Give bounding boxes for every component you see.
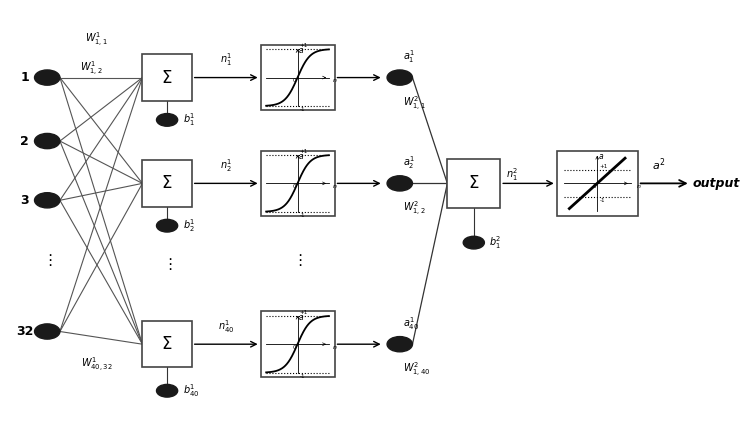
Text: -1: -1 — [300, 107, 305, 112]
Text: 2: 2 — [20, 135, 29, 147]
Text: $\vdots$: $\vdots$ — [292, 252, 303, 268]
Text: 3: 3 — [20, 194, 29, 207]
Text: $W^2_{1,2}$: $W^2_{1,2}$ — [403, 200, 426, 219]
Text: $b^1_{40}$: $b^1_{40}$ — [182, 383, 199, 399]
Text: +1: +1 — [600, 164, 608, 169]
FancyBboxPatch shape — [260, 311, 335, 377]
Text: 1: 1 — [20, 71, 29, 84]
Text: $a^2$: $a^2$ — [652, 156, 665, 173]
Text: -1: -1 — [300, 213, 305, 218]
Text: $\Sigma$: $\Sigma$ — [161, 335, 173, 353]
Text: a: a — [599, 152, 603, 161]
FancyBboxPatch shape — [447, 159, 500, 208]
Text: $b^2_1$: $b^2_1$ — [490, 234, 501, 251]
Circle shape — [156, 219, 178, 232]
Text: n: n — [333, 345, 337, 350]
Text: output: output — [693, 177, 740, 190]
FancyBboxPatch shape — [142, 54, 192, 101]
Circle shape — [156, 384, 178, 397]
FancyBboxPatch shape — [557, 150, 638, 216]
Text: a: a — [299, 152, 304, 161]
Circle shape — [387, 176, 412, 191]
Circle shape — [464, 236, 484, 249]
Text: 32: 32 — [16, 325, 33, 338]
FancyBboxPatch shape — [142, 321, 192, 368]
Text: 0: 0 — [592, 184, 596, 189]
Text: +1: +1 — [300, 149, 308, 154]
Text: n: n — [333, 78, 337, 83]
Text: +1: +1 — [300, 310, 308, 315]
Text: n: n — [333, 184, 337, 189]
Text: $n^2_1$: $n^2_1$ — [506, 167, 518, 183]
Text: $n^1_{40}$: $n^1_{40}$ — [218, 318, 234, 335]
Text: $b^1_1$: $b^1_1$ — [182, 112, 195, 128]
FancyBboxPatch shape — [260, 150, 335, 216]
Text: a: a — [299, 313, 304, 322]
Text: $a^1_{40}$: $a^1_{40}$ — [403, 315, 420, 331]
Circle shape — [34, 324, 60, 339]
Text: 0: 0 — [292, 184, 296, 189]
Text: $\Sigma$: $\Sigma$ — [161, 69, 173, 86]
Text: $n^1_1$: $n^1_1$ — [220, 52, 232, 68]
Text: $W^1_{1,2}$: $W^1_{1,2}$ — [80, 60, 103, 78]
Text: $W^1_{40,32}$: $W^1_{40,32}$ — [80, 356, 112, 374]
Text: -1: -1 — [300, 374, 305, 379]
Text: $a^1_1$: $a^1_1$ — [403, 48, 415, 65]
Circle shape — [387, 70, 412, 85]
Text: 0: 0 — [292, 345, 296, 350]
Text: $W^1_{1,1}$: $W^1_{1,1}$ — [85, 30, 108, 49]
Text: $\Sigma$: $\Sigma$ — [468, 174, 479, 193]
Text: +1: +1 — [300, 43, 308, 48]
Circle shape — [34, 133, 60, 149]
Text: $\vdots$: $\vdots$ — [162, 256, 173, 272]
Text: n: n — [636, 184, 641, 189]
FancyBboxPatch shape — [260, 45, 335, 110]
FancyBboxPatch shape — [142, 160, 192, 207]
Text: $n^1_2$: $n^1_2$ — [220, 157, 232, 174]
Circle shape — [156, 114, 178, 126]
Text: $b^1_2$: $b^1_2$ — [182, 217, 195, 234]
Text: $\vdots$: $\vdots$ — [42, 252, 52, 268]
Text: a: a — [299, 46, 304, 55]
Text: -1: -1 — [600, 198, 605, 203]
Text: $W^2_{1,40}$: $W^2_{1,40}$ — [403, 361, 431, 379]
Text: 0: 0 — [292, 78, 296, 83]
Circle shape — [387, 337, 412, 352]
Text: $a^1_2$: $a^1_2$ — [403, 154, 415, 171]
Circle shape — [34, 193, 60, 208]
Text: $W^2_{1,1}$: $W^2_{1,1}$ — [403, 95, 426, 112]
Text: $\Sigma$: $\Sigma$ — [161, 174, 173, 193]
Circle shape — [34, 70, 60, 85]
